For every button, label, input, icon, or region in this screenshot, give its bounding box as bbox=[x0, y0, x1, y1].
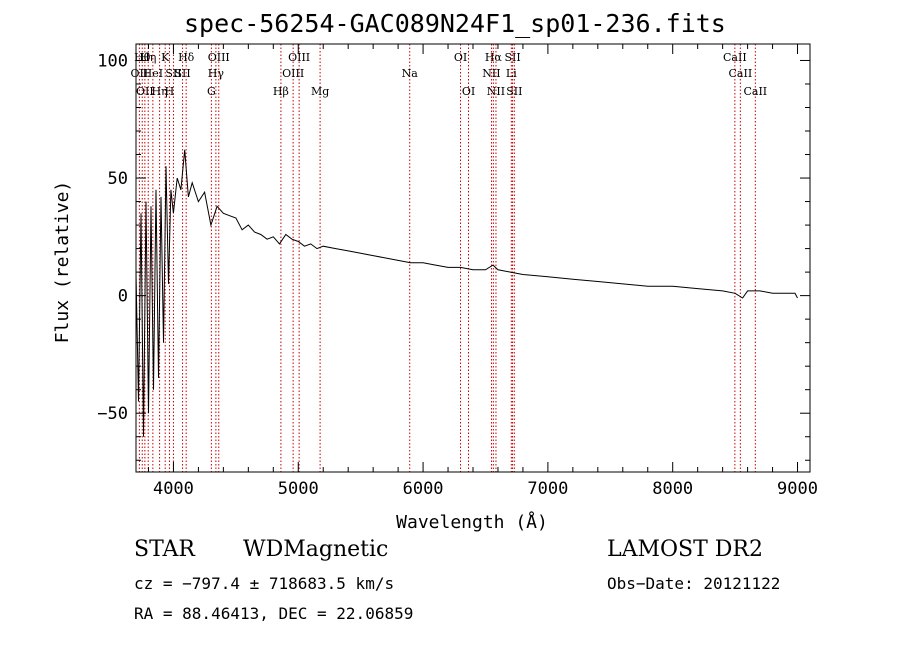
spectrum-line bbox=[135, 149, 798, 437]
line-label-5: Hη bbox=[151, 85, 167, 98]
line-labels: OIIHθOIIHηHeIHηKHSIIHδSIIGHγOIIIHβOIIIOI… bbox=[131, 51, 768, 98]
x-tick-label-1: 5000 bbox=[278, 479, 319, 499]
object-class: STAR bbox=[134, 537, 195, 562]
observation-date: Obs−Date: 20121122 bbox=[607, 574, 781, 593]
line-label-27: CaII bbox=[723, 51, 747, 64]
coordinates-readout: RA = 88.46413, DEC = 22.06859 bbox=[134, 604, 414, 623]
line-label-12: Hγ bbox=[208, 67, 225, 80]
redshift-readout: cz = −797.4 ± 718683.5 km/s bbox=[134, 574, 395, 593]
x-tick-label-0: 4000 bbox=[153, 479, 194, 499]
line-label-13: OIII bbox=[208, 51, 230, 64]
line-label-10: SII bbox=[174, 67, 190, 80]
spectrum-series bbox=[135, 149, 798, 437]
y-axis-label: Flux (relative) bbox=[52, 181, 73, 344]
x-tick-label-5: 9000 bbox=[777, 479, 818, 499]
line-label-28: CaII bbox=[729, 67, 753, 80]
y-tick-label-0: −50 bbox=[97, 404, 128, 424]
line-label-6: K bbox=[161, 51, 170, 64]
line-label-4: HeI bbox=[143, 67, 163, 80]
y-tick-label-2: 50 bbox=[108, 169, 128, 189]
line-label-7: H bbox=[165, 85, 175, 98]
line-label-26: SII bbox=[506, 85, 522, 98]
line-label-17: Mg bbox=[311, 85, 329, 98]
line-label-23: NII bbox=[487, 85, 505, 98]
line-label-2: OII bbox=[136, 85, 154, 98]
line-label-1: Hθ bbox=[134, 51, 151, 64]
line-label-24: Li bbox=[506, 67, 517, 80]
y-tick-label-3: 100 bbox=[97, 51, 128, 71]
object-subclass: WDMagnetic bbox=[243, 537, 389, 562]
line-label-25: SII bbox=[504, 51, 520, 64]
axis-ticks: 4000 5000 6000 7000 8000 9000 −50 0 50 100 bbox=[97, 44, 818, 499]
x-tick-label-4: 8000 bbox=[652, 479, 693, 499]
line-label-3: Hη bbox=[140, 51, 156, 64]
line-label-29: CaII bbox=[743, 85, 767, 98]
y-tick-label-1: 0 bbox=[118, 287, 128, 307]
emission-line-markers bbox=[138, 44, 756, 472]
line-label-14: Hβ bbox=[273, 85, 289, 98]
x-axis-label: Wavelength (Å) bbox=[396, 511, 548, 533]
line-label-16: OIII bbox=[288, 51, 310, 64]
line-label-19: OI bbox=[454, 51, 467, 64]
survey-name: LAMOST DR2 bbox=[607, 537, 763, 562]
x-tick-label-2: 6000 bbox=[403, 479, 444, 499]
plot-frame bbox=[135, 43, 811, 473]
line-label-0: OII bbox=[131, 67, 149, 80]
x-tick-label-3: 7000 bbox=[527, 479, 568, 499]
line-label-21: NII bbox=[482, 67, 500, 80]
line-label-22: Hα bbox=[485, 51, 503, 64]
line-label-11: G bbox=[207, 85, 216, 98]
line-label-9: Hδ bbox=[178, 51, 195, 64]
line-label-18: Na bbox=[402, 67, 419, 80]
line-label-15: OIII bbox=[282, 67, 304, 80]
chart-title: spec-56254-GAC089N24F1_sp01-236.fits bbox=[184, 9, 726, 38]
line-label-20: OI bbox=[462, 85, 475, 98]
line-label-8: SII bbox=[165, 67, 181, 80]
